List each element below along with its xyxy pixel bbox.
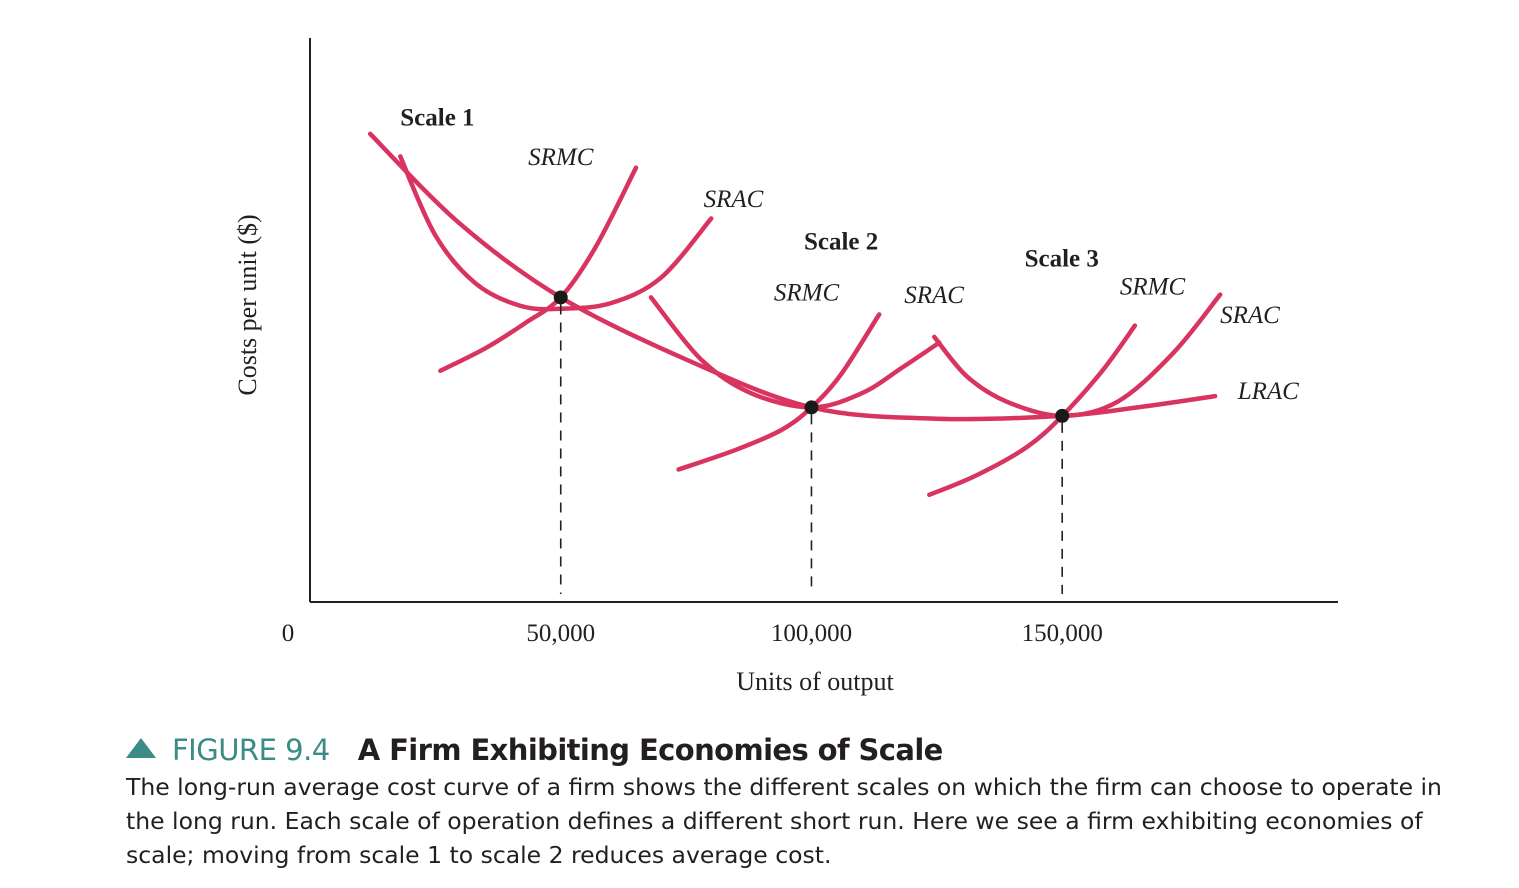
min-cost-point-scale-3: [1055, 408, 1070, 423]
srac-scale-2-curve: [648, 295, 942, 410]
y-axis-title: Costs per unit ($): [233, 214, 262, 395]
triangle-marker-icon: [126, 738, 156, 758]
curve-label-srac: SRAC: [1220, 302, 1280, 329]
srmc-scale-1-curve: [438, 165, 639, 374]
x-tick-label: 50,000: [526, 620, 595, 647]
lrac-curve: [367, 131, 1218, 422]
caption-heading: FIGURE 9.4 A Firm Exhibiting Economies of…: [126, 730, 1466, 770]
figure-caption: FIGURE 9.4 A Firm Exhibiting Economies of…: [126, 730, 1466, 872]
figure-number: FIGURE 9.4: [172, 733, 330, 767]
caption-text: The long-run average cost curve of a fir…: [126, 773, 1442, 869]
curve-label-srac: SRAC: [904, 282, 964, 309]
figure-title: A Firm Exhibiting Economies of Scale: [357, 733, 944, 767]
curve-label-srmc: SRMC: [1120, 274, 1186, 301]
x-tick-label: 150,000: [1022, 620, 1103, 647]
min-cost-point-scale-2: [804, 400, 819, 415]
curve-label-srac: SRAC: [704, 186, 764, 213]
cost-curves-chart: Costs per unit ($) Units of output 0 50,0…: [233, 38, 1338, 696]
srac-scale-1-curve: [398, 154, 714, 312]
curve-label-lrac: LRAC: [1237, 378, 1299, 405]
srmc-scale-2-curve: [676, 312, 882, 472]
x-tick-label: 100,000: [771, 620, 852, 647]
curve-label-srmc: SRMC: [528, 144, 594, 171]
scale-label-scale-3: Scale 3: [1025, 245, 1099, 272]
min-cost-point-scale-1: [553, 290, 568, 305]
x-tick-label: 0: [282, 620, 295, 647]
scale-label-scale-1: Scale 1: [400, 104, 474, 131]
scale-label-scale-2: Scale 2: [804, 229, 878, 256]
x-axis-title: Units of output: [736, 667, 894, 696]
curve-label-srmc: SRMC: [774, 279, 840, 306]
srmc-scale-3-curve: [927, 323, 1138, 498]
